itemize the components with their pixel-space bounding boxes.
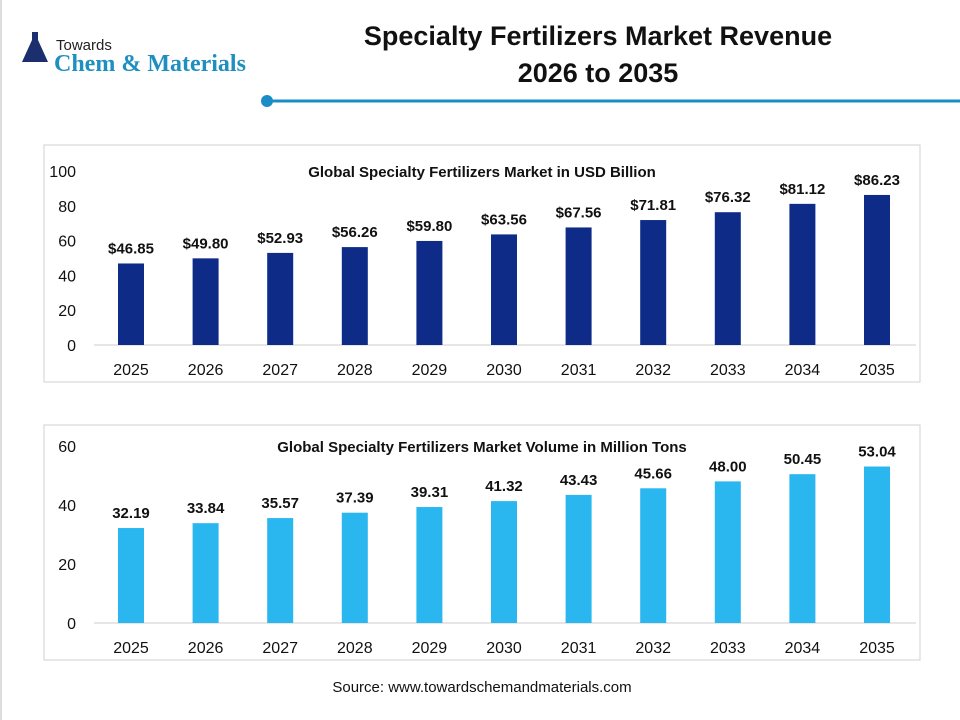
bar <box>192 523 219 623</box>
x-tick-label: 2032 <box>635 640 671 657</box>
y-tick-label: 60 <box>58 234 76 251</box>
x-tick-label: 2031 <box>561 362 597 379</box>
bar <box>118 263 144 345</box>
bar <box>491 234 517 345</box>
y-tick-label: 40 <box>58 268 76 285</box>
y-tick-label: 80 <box>58 199 76 216</box>
bar <box>341 247 368 345</box>
volume-chart: Global Specialty Fertilizers Market Volu… <box>43 424 921 661</box>
data-label: $56.26 <box>332 224 378 241</box>
y-tick-label: 20 <box>58 557 76 574</box>
x-tick-label: 2028 <box>337 362 373 379</box>
data-label: 39.31 <box>411 484 449 501</box>
bar <box>640 488 667 623</box>
bar <box>267 252 294 345</box>
bar <box>789 474 816 623</box>
bar <box>864 194 890 345</box>
x-tick-label: 2027 <box>262 640 298 657</box>
x-tick-label: 2030 <box>486 362 522 379</box>
data-label: 48.00 <box>709 458 747 475</box>
bar <box>267 518 294 623</box>
data-label: $46.85 <box>108 240 154 257</box>
logo-main: Chem & Materials <box>54 51 246 77</box>
x-tick-label: 2025 <box>113 362 149 379</box>
chart-title: Global Specialty Fertilizers Market Volu… <box>277 439 687 456</box>
bar <box>192 258 219 345</box>
x-tick-label: 2035 <box>859 362 895 379</box>
data-label: $81.12 <box>779 181 825 198</box>
bar <box>565 494 592 623</box>
data-label: $86.23 <box>854 172 900 189</box>
y-tick-label: 0 <box>67 338 76 355</box>
data-label: 45.66 <box>634 465 672 482</box>
x-tick-label: 2033 <box>710 640 746 657</box>
bar <box>491 501 517 623</box>
x-tick-label: 2025 <box>113 640 149 657</box>
x-tick-label: 2032 <box>635 362 671 379</box>
data-label: 33.84 <box>187 500 225 517</box>
title-line2: 2026 to 2035 <box>518 58 679 88</box>
data-label: 43.43 <box>560 472 598 489</box>
data-label: 50.45 <box>784 451 822 468</box>
x-tick-label: 2027 <box>262 362 298 379</box>
data-label: $63.56 <box>481 211 527 228</box>
bar <box>640 220 667 345</box>
data-label: $76.32 <box>705 189 751 206</box>
logo: Towards Chem & Materials <box>22 32 246 77</box>
chart-frame <box>43 424 921 661</box>
y-tick-label: 40 <box>58 498 76 515</box>
y-tick-label: 60 <box>58 439 76 456</box>
bar <box>714 481 741 623</box>
data-label: 41.32 <box>485 478 523 495</box>
y-tick-label: 20 <box>58 303 76 320</box>
bar <box>789 203 816 345</box>
data-label: 53.04 <box>858 444 896 461</box>
chart-title: Global Specialty Fertilizers Market in U… <box>308 164 656 181</box>
source-text: Source: www.towardschemandmaterials.com <box>332 679 631 696</box>
x-tick-label: 2031 <box>561 640 597 657</box>
bar <box>341 512 368 623</box>
x-tick-label: 2033 <box>710 362 746 379</box>
data-label: 32.19 <box>112 505 150 522</box>
x-tick-label: 2028 <box>337 640 373 657</box>
bar <box>416 240 443 345</box>
x-tick-label: 2035 <box>859 640 895 657</box>
bar <box>416 507 443 623</box>
chart-frame <box>43 144 921 383</box>
y-tick-label: 0 <box>67 616 76 633</box>
y-tick-label: 100 <box>49 164 76 181</box>
x-tick-label: 2034 <box>785 362 821 379</box>
x-tick-label: 2034 <box>785 640 821 657</box>
data-label: $52.93 <box>257 230 303 247</box>
x-tick-label: 2030 <box>486 640 522 657</box>
x-tick-label: 2026 <box>188 362 224 379</box>
x-tick-label: 2029 <box>412 362 448 379</box>
data-label: $49.80 <box>183 235 229 252</box>
bar <box>565 227 592 345</box>
logo-top: Towards <box>56 37 112 54</box>
data-label: $59.80 <box>406 218 452 235</box>
data-label: 35.57 <box>261 495 299 512</box>
title-line1: Specialty Fertilizers Market Revenue <box>364 21 832 51</box>
data-label: 37.39 <box>336 490 374 507</box>
bar <box>864 466 890 623</box>
x-tick-label: 2029 <box>412 640 448 657</box>
data-label: $71.81 <box>630 197 676 214</box>
flask-icon <box>22 32 48 62</box>
x-tick-label: 2026 <box>188 640 224 657</box>
data-label: $67.56 <box>556 204 602 221</box>
bar <box>714 212 741 345</box>
bar <box>118 528 144 623</box>
revenue-chart: Global Specialty Fertilizers Market in U… <box>43 144 921 383</box>
